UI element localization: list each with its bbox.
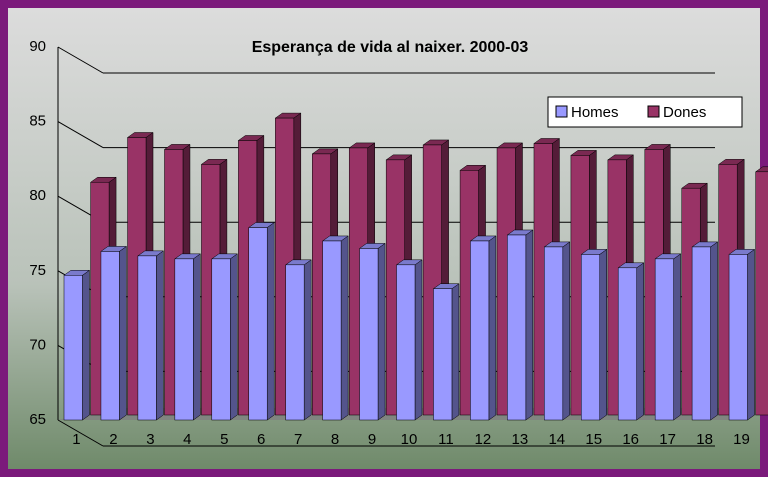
- bar: [655, 259, 673, 420]
- chart: Esperança de vida al naixer. 2000-03 657…: [0, 0, 768, 477]
- bar: [618, 268, 636, 420]
- y-tick-label: 75: [29, 262, 46, 279]
- x-tick-label: 13: [511, 431, 528, 448]
- y-tick-label: 85: [29, 113, 46, 130]
- x-tick-label: 11: [438, 431, 454, 448]
- bar: [138, 256, 156, 420]
- bar-side: [156, 251, 163, 420]
- bar: [249, 228, 267, 420]
- y-tick-label: 70: [29, 336, 46, 353]
- x-tick-label: 3: [146, 431, 154, 448]
- x-tick-label: 2: [109, 431, 117, 448]
- bar: [470, 241, 488, 420]
- x-tick-label: 18: [696, 431, 713, 448]
- bar-side: [304, 260, 311, 420]
- bar: [323, 241, 341, 420]
- x-tick-label: 7: [294, 431, 302, 448]
- legend-label: Dones: [663, 104, 706, 121]
- bar-side: [415, 260, 422, 420]
- bar: [286, 265, 304, 420]
- x-tick-label: 19: [733, 431, 750, 448]
- bar: [101, 251, 119, 420]
- x-tick-label: 17: [659, 431, 676, 448]
- bar: [692, 247, 710, 420]
- x-tick-label: 6: [257, 431, 265, 448]
- bar-side: [637, 263, 644, 420]
- bar-side: [674, 254, 681, 420]
- bar-side: [230, 254, 237, 420]
- bar: [397, 265, 415, 420]
- bar-side: [378, 243, 385, 420]
- bar-side: [193, 254, 200, 420]
- bar: [729, 254, 747, 420]
- y-tick-label: 80: [29, 187, 46, 204]
- bar-side: [452, 284, 459, 420]
- bar: [544, 247, 562, 420]
- bar-side: [600, 249, 607, 420]
- page: {"chart_data": {"type": "bar3d", "title"…: [0, 0, 768, 482]
- legend-swatch: [648, 106, 659, 117]
- bar: [175, 259, 193, 420]
- y-tick-label: 90: [29, 38, 46, 55]
- bar-side: [341, 236, 348, 420]
- bar: [212, 259, 230, 420]
- bar-side: [119, 246, 126, 420]
- bar-side: [526, 230, 533, 420]
- chart-title: Esperança de vida al naixer. 2000-03: [252, 39, 529, 56]
- bar: [507, 235, 525, 420]
- x-tick-label: 1: [72, 431, 80, 448]
- x-tick-label: 12: [475, 431, 492, 448]
- x-tick-label: 14: [548, 431, 565, 448]
- x-tick-label: 16: [622, 431, 639, 448]
- bar-side: [489, 236, 496, 420]
- x-tick-label: 5: [220, 431, 228, 448]
- x-tick-label: 4: [183, 431, 191, 448]
- bar: [756, 172, 768, 415]
- x-tick-label: 10: [401, 431, 418, 448]
- bar: [581, 254, 599, 420]
- bar: [360, 248, 378, 420]
- y-tick-label: 65: [29, 411, 46, 428]
- legend-label: Homes: [571, 104, 619, 121]
- bar-side: [711, 242, 718, 420]
- bar: [64, 275, 82, 420]
- bar-side: [267, 223, 274, 420]
- bar-side: [82, 270, 89, 420]
- x-tick-label: 9: [368, 431, 376, 448]
- legend-swatch: [556, 106, 567, 117]
- bar-side: [563, 242, 570, 420]
- bar: [433, 289, 451, 420]
- x-tick-label: 15: [585, 431, 602, 448]
- x-tick-label: 8: [331, 431, 339, 448]
- bar-side: [748, 249, 755, 420]
